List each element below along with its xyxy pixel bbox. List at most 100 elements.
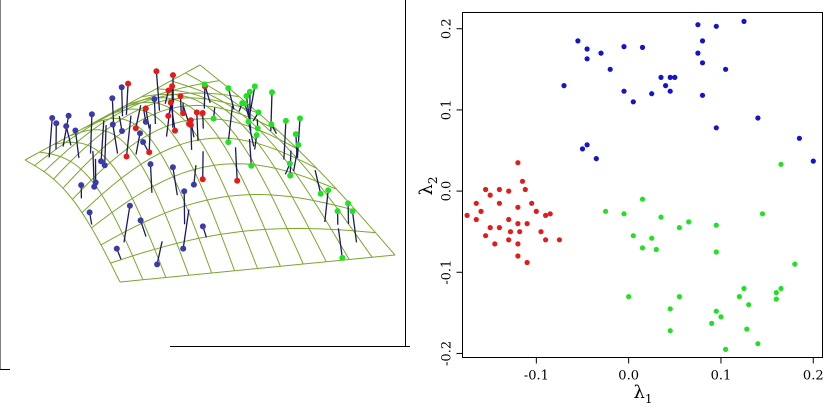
surface-point-blue bbox=[114, 246, 120, 252]
y-tick-label: -0.1 bbox=[440, 260, 455, 285]
scatter-point-green bbox=[714, 249, 719, 254]
scatter-point-red bbox=[483, 187, 488, 192]
scatter-point-red bbox=[520, 179, 525, 184]
scatter-point-red bbox=[492, 241, 497, 246]
surface-point-red bbox=[186, 121, 192, 127]
scatter-point-red bbox=[474, 201, 479, 206]
surface-point-green bbox=[268, 121, 274, 127]
scatter-point-red bbox=[543, 213, 548, 218]
y-tick-label: 0.0 bbox=[440, 181, 455, 202]
scatter-point-green bbox=[677, 294, 682, 299]
projection-line bbox=[146, 108, 149, 128]
surface-point-green bbox=[247, 89, 253, 95]
surface-point-red bbox=[166, 88, 172, 94]
scatter-point-red bbox=[538, 229, 543, 234]
surface-point-red bbox=[178, 93, 184, 99]
surface-point-red bbox=[200, 176, 206, 182]
scatter-point-blue bbox=[598, 51, 603, 56]
surface-plot bbox=[0, 0, 410, 370]
scatter-point-blue bbox=[695, 51, 700, 56]
surface-point-red bbox=[172, 128, 178, 134]
scatter-point-red bbox=[497, 201, 502, 206]
projection-line bbox=[204, 86, 205, 108]
surface-point-red bbox=[200, 110, 206, 116]
surface-point-green bbox=[287, 173, 293, 179]
surface-point-blue bbox=[53, 120, 59, 126]
scatter-point-blue bbox=[585, 142, 590, 147]
surface-point-blue bbox=[110, 122, 116, 128]
scatter-point-red bbox=[506, 189, 511, 194]
surface-grid-line bbox=[171, 81, 349, 260]
scatter-point-blue bbox=[608, 67, 613, 72]
surface-grid-line bbox=[40, 152, 143, 280]
surface-point-green bbox=[287, 161, 293, 167]
scatter-point-green bbox=[774, 290, 779, 295]
surface-point-green bbox=[225, 85, 231, 91]
x-tick-label: -0.1 bbox=[524, 369, 549, 384]
scatter-point-blue bbox=[672, 75, 677, 80]
surface-plot-panel bbox=[0, 0, 410, 370]
scatter-point-red bbox=[506, 237, 511, 242]
surface-grid-line bbox=[69, 130, 189, 275]
surface-point-green bbox=[295, 142, 301, 148]
scatter-point-green bbox=[723, 347, 728, 352]
surface-point-green bbox=[325, 187, 331, 193]
surface-point-blue bbox=[127, 203, 133, 209]
scatter-point-blue bbox=[658, 75, 663, 80]
scatter-point-red bbox=[515, 253, 520, 258]
scatter-point-blue bbox=[723, 67, 728, 72]
surface-point-blue bbox=[109, 95, 115, 101]
surface-point-green bbox=[202, 81, 208, 87]
scatter-point-blue bbox=[668, 75, 673, 80]
x-tick-label: 0.2 bbox=[803, 369, 824, 384]
scatter-point-blue bbox=[668, 89, 673, 94]
surface-point-blue bbox=[180, 246, 186, 252]
scatter-point-blue bbox=[755, 115, 760, 120]
projection-line bbox=[136, 133, 140, 154]
scatter-point-green bbox=[741, 286, 746, 291]
scatter-point-red bbox=[506, 217, 511, 222]
surface-point-red bbox=[133, 125, 139, 131]
surface-point-red bbox=[143, 105, 149, 111]
scatter-point-red bbox=[497, 225, 502, 230]
scatter-point-green bbox=[744, 327, 749, 332]
surface-point-blue bbox=[181, 188, 187, 194]
scatter-point-red bbox=[497, 187, 502, 192]
surface-point-green bbox=[242, 101, 248, 107]
scatter-point-green bbox=[640, 245, 645, 250]
surface-point-blue bbox=[87, 209, 93, 215]
projection-line bbox=[149, 124, 150, 152]
scatter-point-blue bbox=[714, 24, 719, 29]
scatter-point-red bbox=[515, 160, 520, 165]
scatter-point-blue bbox=[594, 156, 599, 161]
scatter-point-blue bbox=[575, 38, 580, 43]
projection-line bbox=[236, 147, 238, 180]
scatter-point-green bbox=[658, 215, 663, 220]
surface-grid bbox=[25, 65, 395, 282]
scatter-point-blue bbox=[700, 38, 705, 43]
surface-point-green bbox=[318, 191, 324, 197]
surface-point-blue bbox=[66, 113, 72, 119]
surface-point-red bbox=[165, 113, 171, 119]
scatter-point-red bbox=[515, 221, 520, 226]
surface-point-red bbox=[125, 81, 131, 87]
scatter-point-green bbox=[755, 341, 760, 346]
scatter-point-red bbox=[488, 225, 493, 230]
surface-point-red bbox=[180, 110, 186, 116]
surface-point-blue bbox=[143, 119, 149, 125]
projection-line bbox=[124, 206, 130, 243]
surface-point-blue bbox=[154, 261, 160, 267]
surface-point-blue bbox=[119, 128, 125, 134]
projection-line bbox=[122, 87, 123, 116]
projection-line bbox=[172, 86, 173, 128]
scatter-point-green bbox=[778, 286, 783, 291]
surface-point-blue bbox=[78, 182, 84, 188]
y-tick-label: 0.2 bbox=[440, 18, 455, 39]
scatter-point-blue bbox=[631, 99, 636, 104]
scatter-point-red bbox=[517, 229, 522, 234]
y-tick-label: 0.1 bbox=[440, 100, 455, 121]
surface-point-green bbox=[283, 118, 289, 124]
